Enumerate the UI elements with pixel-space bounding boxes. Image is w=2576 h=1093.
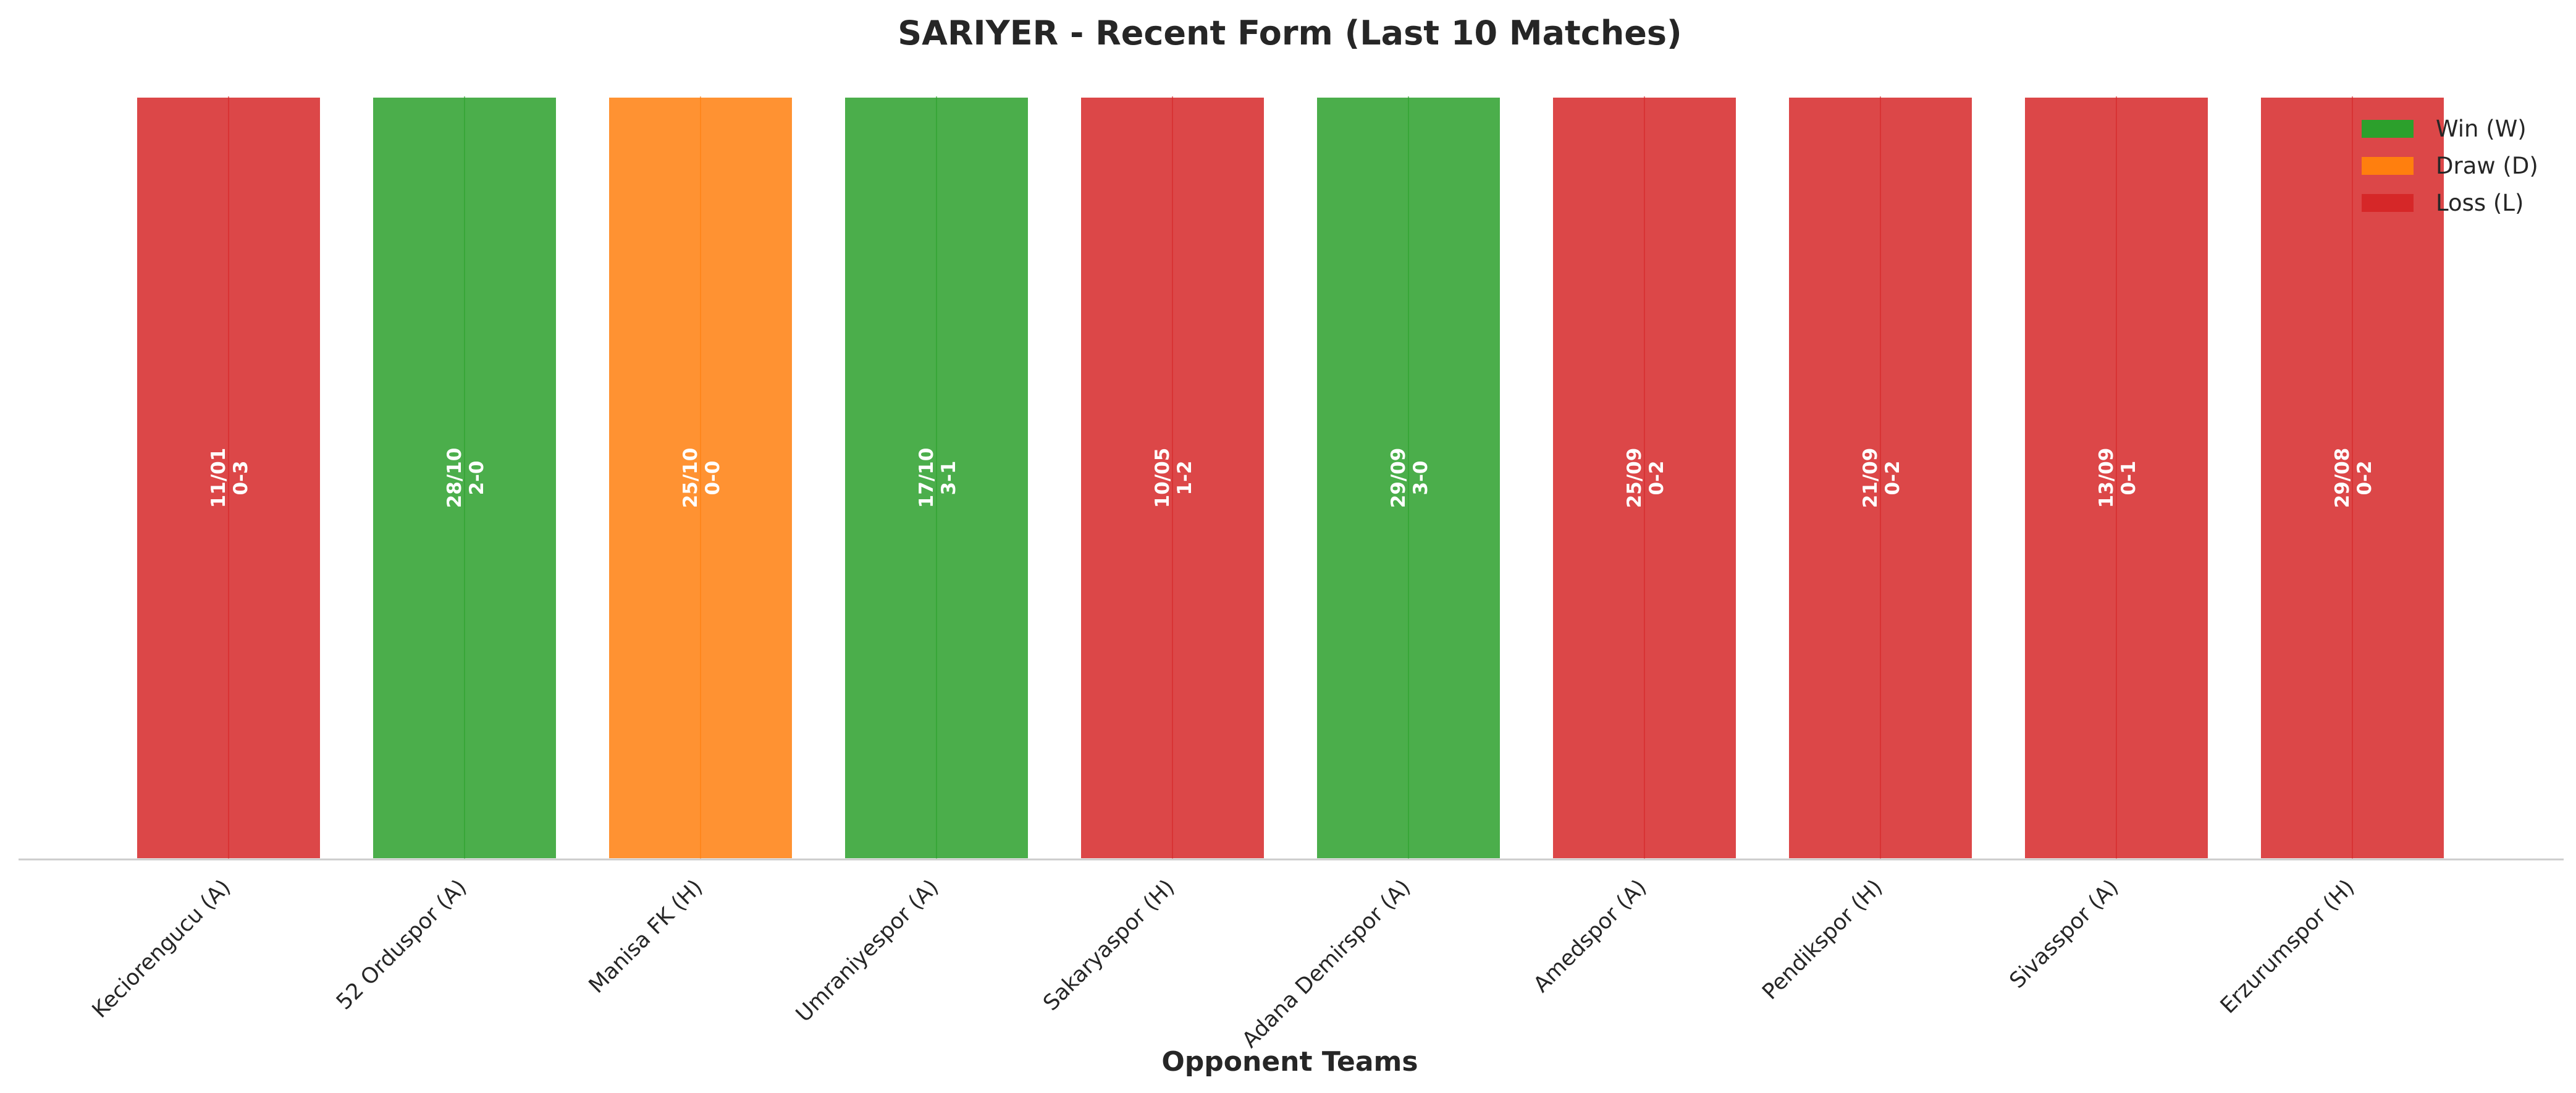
legend-swatch [2362,120,2414,138]
x-tick-label: Pendikspor (H) [1757,875,1887,1005]
bars-group: 11/010-3 28/102-0 25/100-0 17/103-1 10/051-2… [135,95,2446,861]
bar-label-score: 0-2 [1882,460,1904,495]
bar-label-score: 3-1 [938,460,960,495]
bar-label-date: 21/09 [1859,448,1882,509]
legend-label: Draw (D) [2436,153,2538,179]
bar-label-score: 2-0 [466,460,488,495]
bar-label: 13/090-1 [2095,448,2140,509]
bar-label: 29/080-2 [2331,448,2376,509]
bar-label-score: 0-2 [1646,460,1668,495]
bar-label-date: 25/09 [1623,448,1646,509]
x-tick-label: Amedspor (A) [1529,875,1651,997]
bar-label: 11/010-3 [208,448,252,509]
bar-label: 29/093-0 [1387,448,1432,509]
bar-label-score: 1-2 [1174,460,1196,495]
bar-label-date: 13/09 [2095,448,2118,509]
x-tick-labels: Keciorengucu (A) 52 Orduspor (A) Manisa FK… [88,875,2359,1053]
x-tick-label: Erzurumspor (H) [2216,875,2359,1018]
chart-title: SARIYER - Recent Form (Last 10 Matches) [898,14,1682,53]
bar-label-score: 0-2 [2354,460,2376,495]
bar-label: 17/103-1 [915,448,960,509]
bar-label: 10/051-2 [1151,448,1196,509]
bar-label-date: 25/10 [680,448,702,509]
bar-label-date: 11/01 [208,448,230,509]
x-tick-label: Sivasspor (A) [2005,875,2124,994]
bar-label: 25/090-2 [1623,448,1668,509]
x-tick-label: Keciorengucu (A) [88,875,235,1023]
bar-label-date: 28/10 [444,448,466,509]
legend-swatch [2362,194,2414,212]
bar-label-score: 0-3 [230,460,252,495]
x-tick-label: Manisa FK (H) [584,875,708,998]
bar-label-date: 10/05 [1151,448,1174,509]
legend: Win (W) Draw (D) Loss (L) [2362,116,2538,216]
bar-label-score: 0-0 [702,460,724,495]
x-axis-label: Opponent Teams [1161,1046,1418,1078]
x-tick-label: Sakaryaspor (H) [1038,875,1179,1016]
bar-label: 28/102-0 [444,448,488,509]
bar-label: 21/090-2 [1859,448,1904,509]
bar-label-date: 29/08 [2331,448,2354,509]
legend-label: Loss (L) [2436,190,2523,216]
x-tick-label: Umraniyespor (A) [791,875,943,1027]
legend-swatch [2362,157,2414,175]
bar-label-score: 0-1 [2118,460,2140,495]
x-tick-label: Adana Demirspor (A) [1238,875,1416,1053]
bar-label-score: 3-0 [1410,460,1432,495]
x-tick-label: 52 Orduspor (A) [332,875,471,1015]
legend-label: Win (W) [2436,116,2527,142]
bar-label: 25/100-0 [680,448,724,509]
bar-label-date: 17/10 [915,448,938,509]
bar-label-date: 29/09 [1387,448,1410,509]
